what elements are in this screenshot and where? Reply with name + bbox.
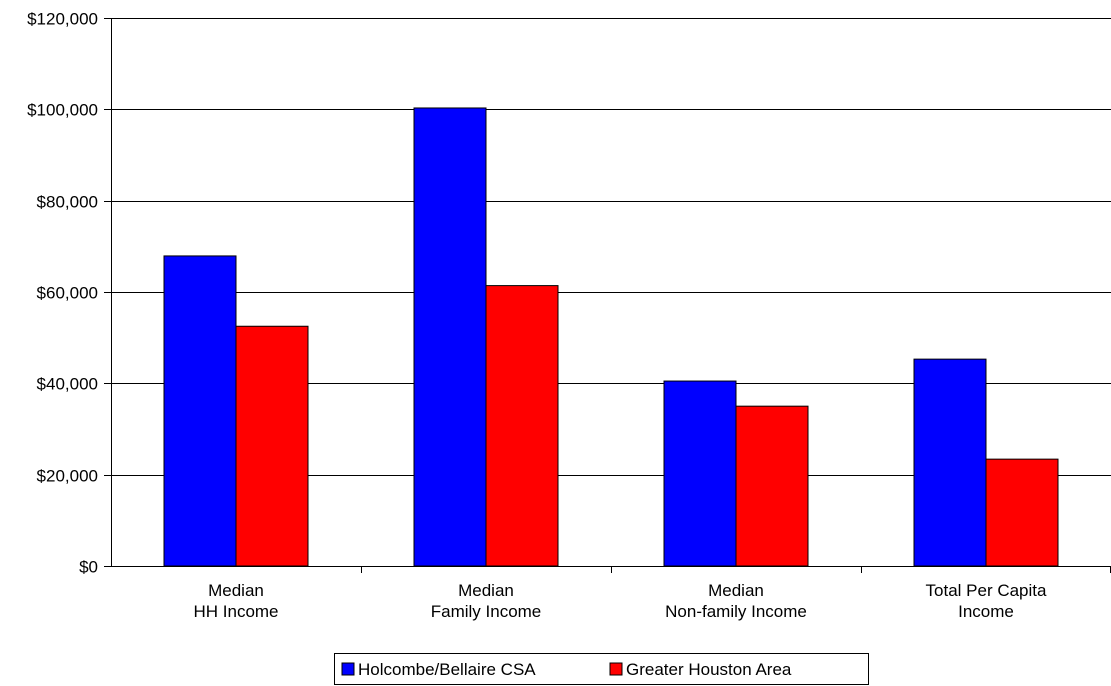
bar-greater-houston-1 — [485, 285, 559, 567]
y-tick-label: $40,000 — [37, 375, 98, 394]
x-tick-label-line: HH Income — [193, 602, 278, 621]
bar-greater-houston-3 — [985, 458, 1059, 567]
x-tick-label-line: Total Per Capita — [926, 581, 1047, 600]
legend-label: Greater Houston Area — [626, 660, 792, 679]
bar-holcombe-bellaire-3 — [913, 358, 987, 567]
x-tick-label-line: Median — [208, 581, 264, 600]
legend-swatch-0 — [341, 662, 355, 676]
x-tick-label: Median Family Income — [431, 581, 542, 621]
x-tick-label-line: Non-family Income — [665, 602, 807, 621]
legend: Holcombe/Bellaire CSA Greater Houston Are… — [334, 653, 869, 685]
x-tick-label: Median HH Income — [193, 581, 278, 621]
bar-greater-houston-0 — [235, 325, 309, 567]
axes — [104, 18, 1111, 573]
x-tick-label-line: Family Income — [431, 602, 542, 621]
x-tick-label-line: Median — [458, 581, 514, 600]
y-tick-label: $120,000 — [27, 10, 98, 29]
bar-holcombe-bellaire-1 — [413, 107, 487, 567]
legend-label: Holcombe/Bellaire CSA — [358, 660, 536, 679]
x-tick-label-line: Median — [708, 581, 764, 600]
legend-box — [334, 653, 869, 685]
y-tick-label: $80,000 — [37, 193, 98, 212]
bar-greater-houston-2 — [735, 405, 809, 567]
legend-swatch-1 — [609, 662, 623, 676]
bar-holcombe-bellaire-0 — [163, 255, 237, 567]
y-tick-labels: $0 $20,000 $40,000 $60,000 $80,000 $100,000 $1… — [27, 10, 98, 577]
bars — [163, 107, 1059, 567]
x-tick-label-line: Income — [958, 602, 1014, 621]
x-tick-label: Median Non-family Income — [665, 581, 807, 621]
y-tick-label: $100,000 — [27, 101, 98, 120]
y-tick-label: $20,000 — [37, 467, 98, 486]
bar-holcombe-bellaire-2 — [663, 380, 737, 567]
y-tick-label: $0 — [79, 558, 98, 577]
x-tick-label: Total Per Capita Income — [926, 581, 1047, 621]
y-tick-label: $60,000 — [37, 284, 98, 303]
